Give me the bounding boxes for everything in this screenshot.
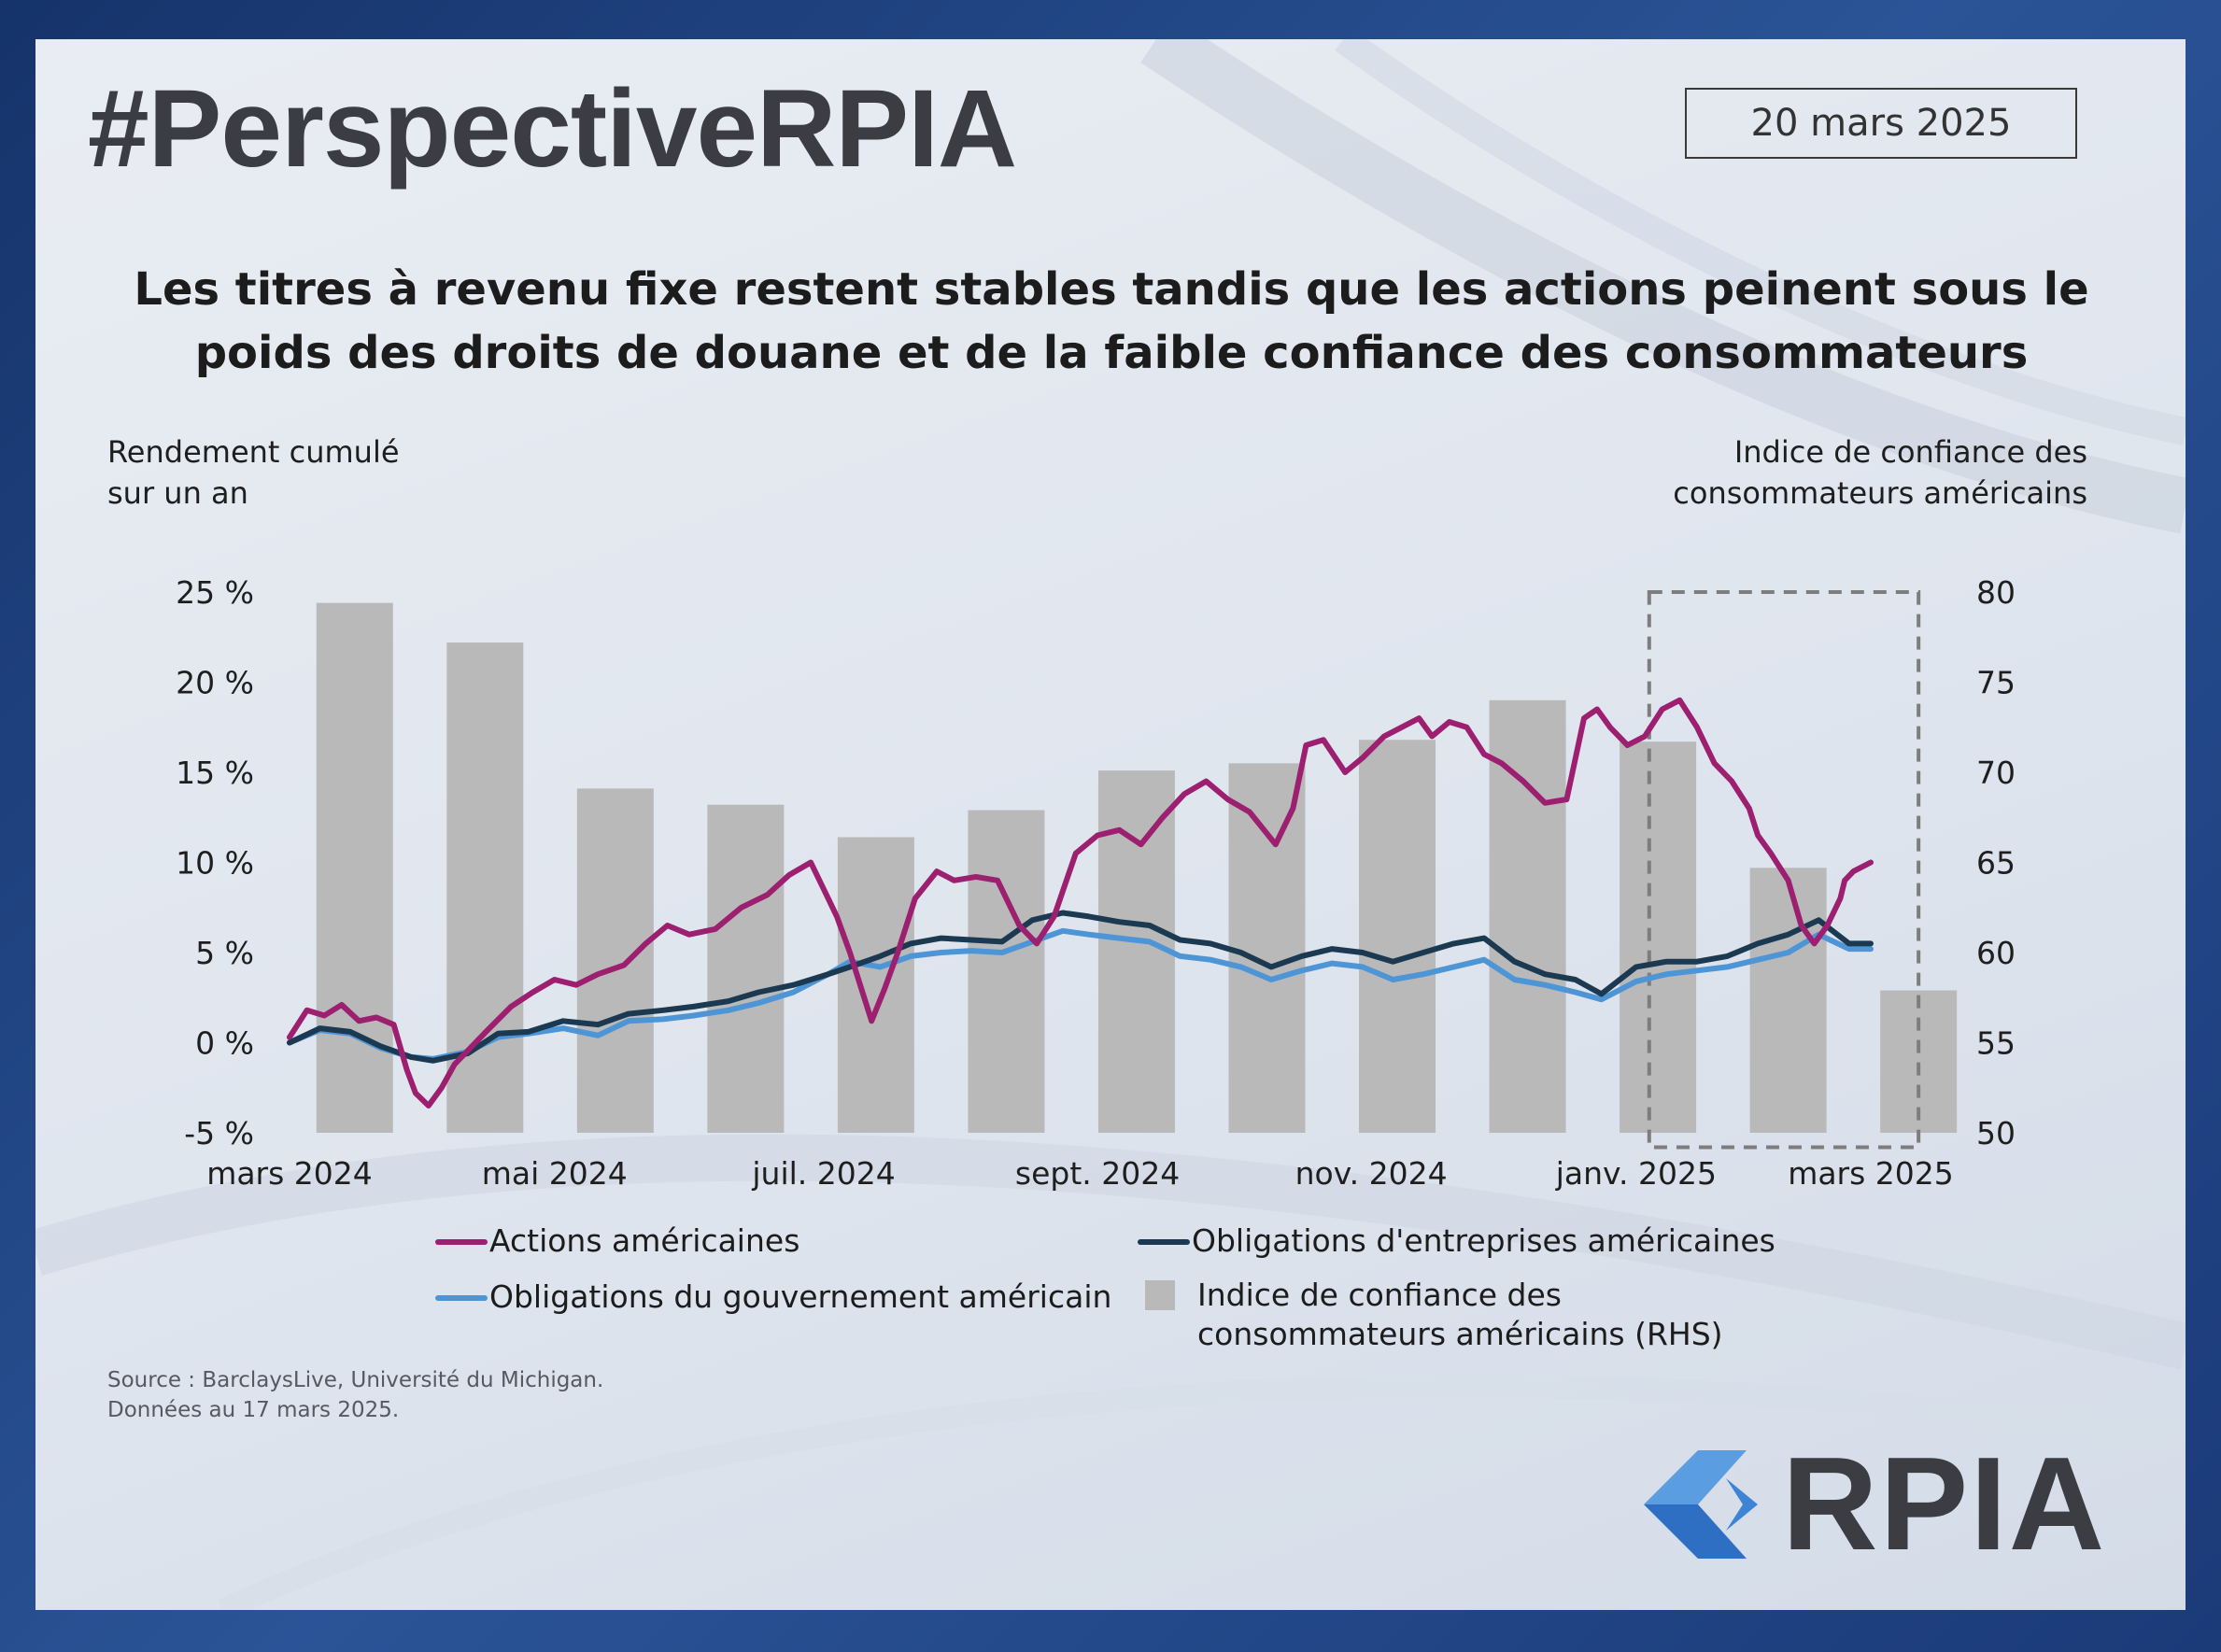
left-tick-label-5: 20 % — [176, 665, 254, 701]
legend-label-confidence-bars: Indice de confiance des consommateurs am… — [1197, 1276, 1723, 1354]
left-tick-label-4: 15 % — [176, 755, 254, 791]
series-line-us-government — [287, 927, 1874, 1062]
legend-confidence-bars: Indice de confiance des consommateurs am… — [1145, 1276, 1723, 1354]
right-tick-label-6: 80 — [1976, 574, 2016, 611]
highlight-box — [1647, 590, 1921, 1150]
confidence-bar-6 — [1097, 770, 1175, 1133]
series-line-us-corporate — [287, 910, 1874, 1064]
left-axis-title-line2: sur un an — [107, 475, 248, 511]
legend-label-us-government: Obligations du gouvernement américain — [489, 1278, 1112, 1315]
legend-label-us-equities: Actions américaines — [489, 1222, 800, 1259]
brand-title: #PerspectiveRPIA — [88, 67, 1017, 191]
confidence-bar-4 — [837, 837, 914, 1133]
series-line-us-equities — [287, 697, 1874, 1108]
left-tick-label-3: 10 % — [176, 845, 254, 882]
rpia-chevron-logo-icon — [1644, 1450, 1758, 1559]
confidence-bar-7 — [1228, 763, 1306, 1133]
x-tick-label-3: sept. 2024 — [1015, 1155, 1180, 1192]
left-tick-label-0: -5 % — [184, 1115, 254, 1151]
chart-title: Les titres à revenu fixe restent stables… — [134, 263, 2089, 379]
right-tick-label-4: 70 — [1976, 755, 2016, 791]
left-axis-title: Rendement cumulé sur un an — [107, 431, 400, 514]
x-tick-label-5: janv. 2025 — [1555, 1155, 1717, 1192]
confidence-bar-2 — [576, 788, 654, 1133]
left-tick-label-6: 25 % — [176, 574, 254, 611]
rpia-logo-text: RPIA — [1782, 1430, 2107, 1578]
x-tick-label-6: mars 2025 — [1788, 1155, 1954, 1192]
background-swoosh — [35, 39, 2186, 1610]
left-tick-label-1: 0 % — [195, 1025, 254, 1062]
legend-swatch-us-government — [435, 1295, 488, 1301]
right-axis-title-line1: Indice de confiance des — [1733, 434, 2087, 470]
right-tick-label-1: 55 — [1976, 1025, 2016, 1062]
left-axis-title-line1: Rendement cumulé — [107, 434, 400, 470]
left-tick-label-2: 5 % — [195, 935, 254, 971]
legend-us-government: Obligations du gouvernement américain — [435, 1278, 1111, 1317]
source-line1: Source : BarclaysLive, Université du Mic… — [107, 1368, 604, 1392]
legend-swatch-confidence-bars — [1145, 1280, 1175, 1310]
legend-label-confidence-line1: Indice de confiance des — [1197, 1277, 1562, 1313]
confidence-bar-8 — [1359, 740, 1436, 1133]
right-tick-label-3: 65 — [1976, 845, 2016, 882]
legend-swatch-us-corporate — [1138, 1239, 1190, 1245]
right-axis-title-line2: consommateurs américains — [1673, 475, 2087, 511]
legend-us-corporate: Obligations d'entreprises américaines — [1138, 1221, 1775, 1261]
legend-label-us-corporate: Obligations d'entreprises américaines — [1192, 1222, 1775, 1259]
date-badge: 20 mars 2025 — [1685, 88, 2077, 159]
right-axis-title: Indice de confiance des consommateurs am… — [1673, 431, 2087, 514]
right-tick-label-2: 60 — [1976, 935, 2016, 971]
confidence-bar-3 — [707, 804, 785, 1133]
confidence-bar-0 — [316, 602, 393, 1133]
confidence-bar-11 — [1749, 868, 1827, 1133]
confidence-bar-5 — [968, 810, 1045, 1133]
confidence-bar-9 — [1489, 699, 1566, 1133]
legend-swatch-us-equities — [435, 1239, 488, 1245]
x-tick-label-4: nov. 2024 — [1295, 1155, 1448, 1192]
source-line2: Données au 17 mars 2025. — [107, 1398, 400, 1422]
x-tick-label-2: juil. 2024 — [751, 1155, 895, 1192]
legend-us-equities: Actions américaines — [435, 1221, 799, 1261]
x-tick-label-0: mars 2024 — [206, 1155, 373, 1192]
source-note: Source : BarclaysLive, Université du Mic… — [107, 1365, 603, 1425]
confidence-bar-10 — [1620, 741, 1697, 1133]
right-tick-label-5: 75 — [1976, 665, 2016, 701]
rpia-logo: RPIA — [1644, 1438, 2106, 1571]
legend-label-confidence-line2: consommateurs américains (RHS) — [1197, 1316, 1723, 1352]
x-tick-label-1: mai 2024 — [482, 1155, 628, 1192]
right-tick-label-0: 50 — [1976, 1115, 2016, 1151]
